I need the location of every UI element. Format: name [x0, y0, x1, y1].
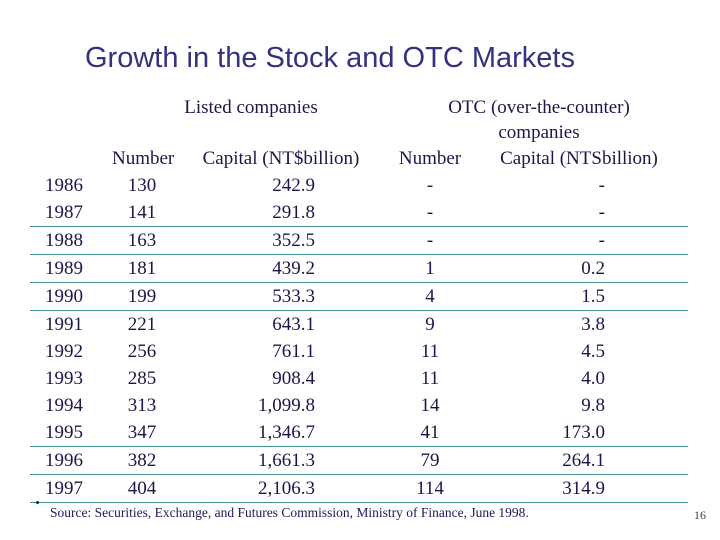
year-cell: 1991 — [45, 314, 83, 335]
listed-capital-cell: 761.1 — [272, 341, 315, 362]
table-row-1994: 1994 313 1,099.8 14 9.8 — [30, 392, 688, 419]
listed-number-cell: 285 — [127, 368, 157, 389]
listed-capital-cell: 291.8 — [272, 202, 315, 223]
otc-number-cell: 9 — [425, 314, 435, 335]
otc-capital-cell: 3.8 — [581, 314, 605, 335]
year-cell: 1986 — [45, 175, 83, 196]
otc-capital-cell: - — [598, 202, 605, 223]
col-header-listed-capital: Capital (NT$billion) — [202, 148, 360, 169]
listed-number-cell: 382 — [127, 450, 157, 471]
listed-number-cell: 130 — [127, 175, 157, 196]
spacer-cell — [30, 145, 112, 172]
listed-capital-cell: 439.2 — [272, 258, 315, 279]
otc-number-cell: 114 — [416, 478, 444, 499]
listed-capital-cell: 533.3 — [272, 286, 315, 307]
otc-number-cell: 14 — [420, 395, 440, 416]
listed-number-cell: 141 — [127, 202, 157, 223]
listed-capital-cell: 1,661.3 — [258, 450, 315, 471]
group-header-listed: Listed companies — [184, 97, 318, 118]
otc-capital-cell: 4.0 — [581, 368, 605, 389]
table-row-1992: 1992 256 761.1 11 4.5 — [30, 338, 688, 365]
year-cell: 1989 — [45, 258, 83, 279]
listed-capital-cell: 352.5 — [272, 230, 315, 251]
group-header-otc-line2: companies — [498, 122, 580, 143]
col-header-otc-capital: Capital (NTSbillion) — [500, 148, 658, 169]
year-cell: 1997 — [45, 478, 83, 499]
listed-number-cell: 199 — [127, 286, 157, 307]
listed-number-cell: 163 — [127, 230, 157, 251]
year-cell: 1992 — [45, 341, 83, 362]
listed-number-cell: 404 — [127, 478, 157, 499]
table-row-1991: 1991 221 643.1 9 3.8 — [30, 311, 688, 338]
otc-capital-cell: 173.0 — [562, 422, 605, 443]
listed-number-cell: 256 — [127, 341, 157, 362]
col-header-otc-number: Number — [398, 148, 462, 169]
year-cell: 1995 — [45, 422, 83, 443]
listed-capital-cell: 242.9 — [272, 175, 315, 196]
table-row-1997: 1997 404 2,106.3 114 314.9 — [30, 475, 688, 503]
otc-number-cell: - — [426, 230, 434, 251]
otc-capital-cell: - — [598, 230, 605, 251]
table-group-header-row: Listed companies OTC (over-the-counter) … — [30, 95, 688, 145]
otc-capital-cell: 9.8 — [581, 395, 605, 416]
otc-capital-cell: 4.5 — [581, 341, 605, 362]
otc-number-cell: 11 — [420, 341, 440, 362]
otc-number-cell: 1 — [425, 258, 435, 279]
table-row-1993: 1993 285 908.4 11 4.0 — [30, 365, 688, 392]
year-cell: 1993 — [45, 368, 83, 389]
otc-number-cell: - — [426, 175, 434, 196]
table-row-1988: 1988 163 352.5 - - — [30, 227, 688, 255]
listed-number-cell: 221 — [127, 314, 157, 335]
table-row-1987: 1987 141 291.8 - - — [30, 199, 688, 227]
table-row-1989: 1989 181 439.2 1 0.2 — [30, 255, 688, 283]
col-header-listed-number: Number — [112, 148, 175, 169]
year-cell: 1996 — [45, 450, 83, 471]
otc-capital-cell: 314.9 — [562, 478, 605, 499]
year-cell: 1994 — [45, 395, 83, 416]
spacer-cell — [30, 95, 112, 145]
listed-number-cell: 347 — [127, 422, 157, 443]
otc-number-cell: 4 — [425, 286, 435, 307]
listed-capital-cell: 908.4 — [272, 368, 315, 389]
year-cell: 1988 — [45, 230, 83, 251]
source-note: Source: Securities, Exchange, and Future… — [50, 505, 529, 520]
otc-capital-cell: 0.2 — [581, 258, 605, 279]
group-header-otc-line1: OTC (over-the-counter) — [448, 97, 630, 118]
group-header-otc: OTC (over-the-counter) companies — [390, 95, 688, 145]
otc-capital-cell: 264.1 — [562, 450, 605, 471]
otc-number-cell: - — [426, 202, 434, 223]
otc-number-cell: 41 — [420, 422, 440, 443]
otc-capital-cell: 1.5 — [581, 286, 605, 307]
listed-capital-cell: 2,106.3 — [258, 478, 315, 499]
page-number: 16 — [694, 508, 706, 522]
table-row-1996: 1996 382 1,661.3 79 264.1 — [30, 447, 688, 475]
table-column-header-row: Number Capital (NT$billion) Number Capit… — [30, 145, 688, 172]
page-title: Growth in the Stock and OTC Markets — [85, 42, 575, 74]
stray-dot — [36, 501, 39, 504]
listed-capital-cell: 1,346.7 — [258, 422, 315, 443]
table-row-1986: 1986 130 242.9 - - — [30, 172, 688, 199]
listed-capital-cell: 643.1 — [272, 314, 315, 335]
otc-number-cell: 79 — [420, 450, 440, 471]
table-row-1990: 1990 199 533.3 4 1.5 — [30, 283, 688, 311]
year-cell: 1987 — [45, 202, 83, 223]
data-table: Listed companies OTC (over-the-counter) … — [30, 95, 688, 503]
listed-capital-cell: 1,099.8 — [258, 395, 315, 416]
otc-capital-cell: - — [598, 175, 605, 196]
table-row-1995: 1995 347 1,346.7 41 173.0 — [30, 419, 688, 447]
otc-number-cell: 11 — [420, 368, 440, 389]
listed-number-cell: 181 — [127, 258, 157, 279]
listed-number-cell: 313 — [127, 395, 157, 416]
year-cell: 1990 — [45, 286, 83, 307]
